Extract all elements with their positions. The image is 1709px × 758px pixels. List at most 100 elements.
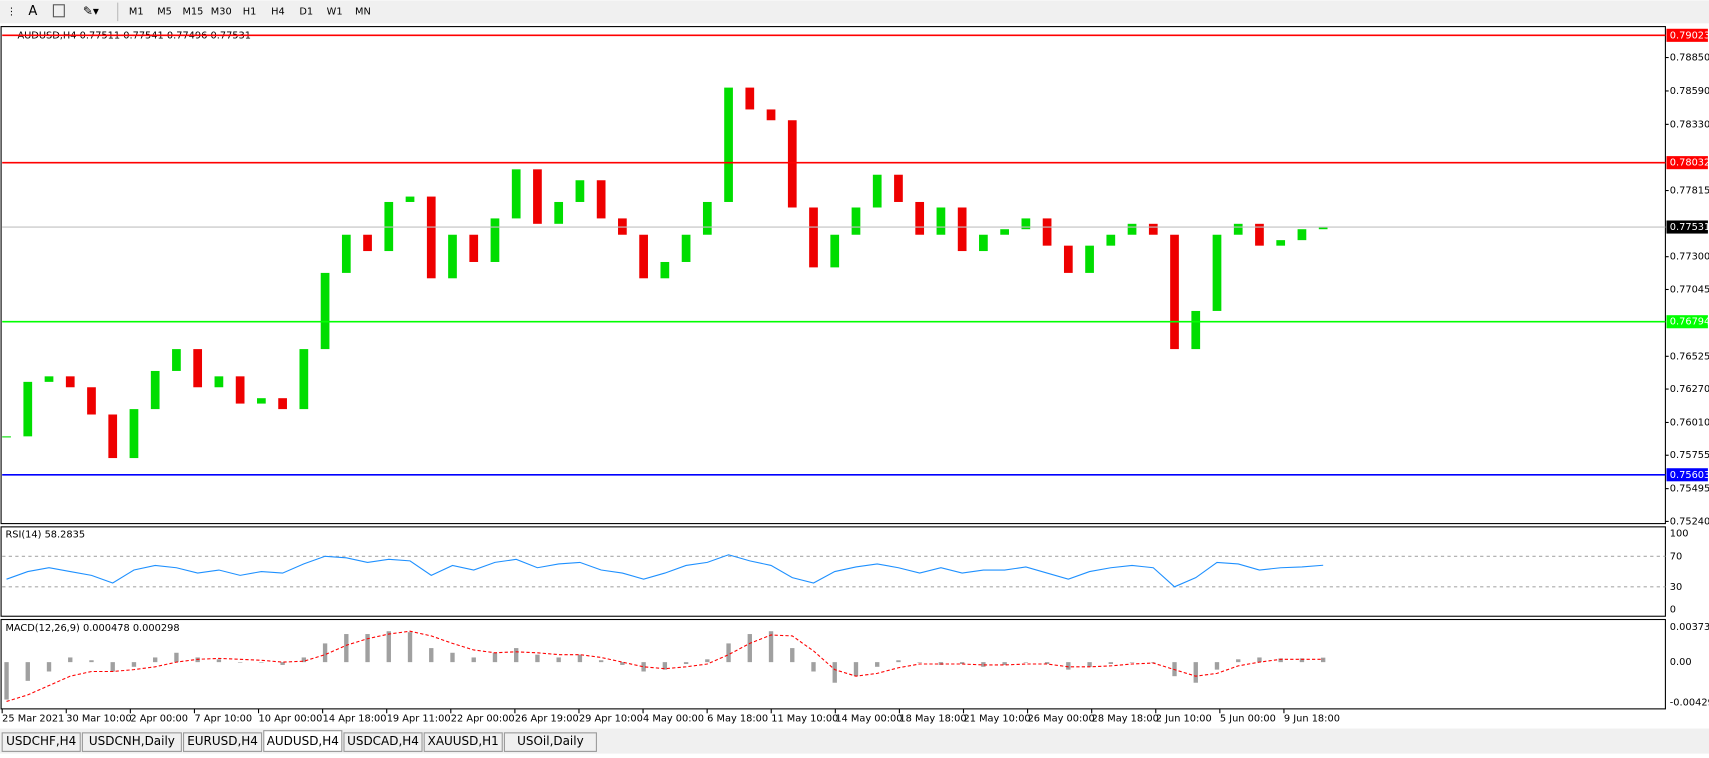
candle (809, 207, 818, 268)
macd-bar (514, 648, 519, 663)
x-tick-label: 26 Apr 19:00 (515, 714, 579, 725)
candle (193, 349, 203, 388)
price-level-tag (1666, 156, 1708, 170)
macd-bar (577, 654, 583, 663)
chart-tab-label[interactable]: EURUSD,H4 (187, 734, 258, 748)
price-level-tag (1666, 220, 1708, 234)
y-tick-label: 0.75495 (1670, 484, 1709, 495)
rsi-tick-label: 30 (1670, 582, 1682, 593)
macd-bar (598, 660, 604, 663)
macd-bar (811, 662, 816, 672)
candle (448, 234, 457, 279)
chart-tab[interactable] (263, 730, 343, 752)
timeframe-button[interactable]: M15 (182, 6, 203, 17)
candle (596, 180, 606, 219)
macd-bar (492, 652, 498, 663)
y-tick-label: 0.75240 (1670, 516, 1709, 527)
macd-bar (853, 662, 859, 677)
timeframe-button[interactable]: M30 (211, 6, 232, 17)
candle (533, 169, 542, 224)
macd-bar (1066, 662, 1071, 670)
candle (1085, 245, 1094, 273)
timeframe-button[interactable]: H4 (271, 6, 285, 17)
x-tick-label: 19 Apr 11:00 (387, 714, 451, 725)
tool-icon[interactable]: ⋮ (7, 6, 17, 17)
macd-tick-label: 0.00 (1670, 657, 1692, 668)
macd-bar (747, 634, 752, 663)
macd-bar (726, 643, 731, 663)
chart-tab-label[interactable]: XAUUSD,H1 (428, 734, 499, 748)
chart-tab[interactable] (423, 732, 503, 752)
price-level-label: 0.78032 (1670, 158, 1709, 169)
label-tool[interactable] (52, 4, 65, 18)
candle (150, 370, 160, 410)
timeframe-button[interactable]: H1 (243, 6, 257, 17)
candle (1318, 227, 1328, 230)
macd-bar (89, 660, 94, 663)
candle (108, 414, 118, 459)
chart-tab-label[interactable]: USDCAD,H4 (347, 734, 419, 748)
price-level-label: 0.79023 (1670, 30, 1709, 41)
candle (1127, 223, 1137, 235)
chart-tab[interactable] (182, 732, 263, 752)
macd-bar (790, 648, 795, 663)
x-tick-label: 10 Apr 00:00 (259, 714, 323, 725)
macd-bar (768, 631, 774, 663)
x-tick-label: 6 May 18:00 (707, 714, 768, 725)
chart-tab-label[interactable]: USDCHF,H4 (6, 734, 76, 748)
macd-bar (832, 662, 837, 683)
chart-tab[interactable] (81, 732, 182, 752)
macd-bar (471, 657, 476, 663)
macd-bar (896, 660, 901, 663)
macd-bar (153, 657, 158, 663)
candle (851, 207, 861, 235)
macd-bar (1151, 662, 1156, 663)
timeframe-button[interactable]: MN (355, 6, 371, 17)
macd-bar (1278, 658, 1283, 663)
y-tick-label: 0.78590 (1670, 86, 1709, 97)
macd-bar (1023, 662, 1029, 663)
candle (214, 376, 224, 388)
macd-bar (641, 662, 646, 672)
rsi-tick-label: 70 (1670, 551, 1682, 562)
text-tool[interactable]: A (28, 4, 37, 19)
y-tick-label: 0.75755 (1670, 450, 1709, 461)
timeframe-button[interactable]: M1 (129, 6, 144, 17)
candle (511, 169, 521, 219)
candle (2, 436, 11, 438)
macd-bar (556, 657, 561, 663)
candle (1021, 218, 1031, 230)
candle (1255, 223, 1264, 246)
x-tick-label: 21 May 10:00 (963, 714, 1030, 725)
macd-bar (174, 652, 179, 663)
x-tick-label: 29 Apr 10:00 (579, 714, 643, 725)
price-level-label: 0.76794 (1670, 317, 1709, 328)
macd-bar (450, 652, 455, 663)
macd-bar (386, 631, 391, 663)
timeframe-button[interactable]: W1 (327, 6, 343, 17)
chart-tab-label[interactable]: USOil,Daily (517, 734, 584, 748)
timeframe-button[interactable]: D1 (299, 6, 313, 17)
chart-tab-label[interactable]: AUDUSD,H4 (267, 734, 339, 748)
timeframe-button[interactable]: M5 (157, 6, 172, 17)
x-tick-label: 5 Jun 00:00 (1220, 714, 1276, 725)
x-tick-label: 25 Mar 2021 (2, 714, 64, 725)
macd-bar (407, 632, 413, 663)
candle (1297, 229, 1307, 241)
macd-tick-label: -0.004295 (1670, 697, 1709, 708)
chart-tab[interactable] (343, 732, 423, 752)
macd-bar (875, 662, 880, 667)
chart-tab[interactable] (503, 732, 597, 752)
macd-label: MACD(12,26,9) 0.000478 0.000298 (5, 623, 179, 634)
macd-bar (1193, 662, 1198, 683)
chart-tab-label[interactable]: USDCNH,Daily (89, 734, 175, 748)
x-tick-label: 14 Apr 18:00 (323, 714, 387, 725)
candle (894, 174, 903, 202)
candle (1191, 310, 1201, 350)
macd-bar (1087, 662, 1092, 667)
shapes-tool[interactable]: ✎▾ (83, 4, 99, 18)
macd-bar (322, 643, 328, 663)
chart-tab[interactable] (1, 732, 81, 752)
macd-bar (429, 648, 434, 663)
